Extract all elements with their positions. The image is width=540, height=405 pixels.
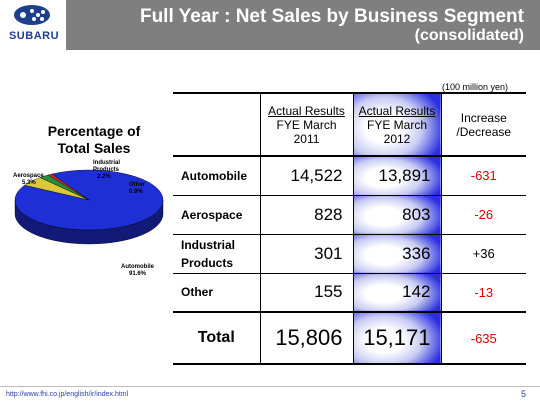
pie-label-other-value: 0.9% [129, 189, 143, 195]
cell-change: -13 [440, 273, 526, 313]
header-change-line1: Increase [460, 110, 507, 125]
pie-label-industrial-value: 2.2% [97, 174, 111, 180]
subaru-logo: SUBARU [0, 0, 66, 50]
row-label-line2: Products [181, 255, 234, 270]
cell-change: +36 [440, 234, 526, 274]
pie-label-industrial: Industrial Products 2.2% [93, 160, 120, 181]
sales-table: Actual Results FYE March 2011 Actual Res… [173, 92, 526, 365]
page-number: 5 [520, 389, 526, 399]
table-header-row: Actual Results FYE March 2011 Actual Res… [173, 92, 526, 157]
header-fy2012-line3: 2012 [383, 131, 411, 146]
table-row: Aerospace 828 803 -26 [173, 195, 526, 235]
table-row: Automobile 14,522 13,891 -631 [173, 156, 526, 196]
cell-fy2012: 142 [352, 273, 441, 313]
total-row: Total 15,806 15,171 -635 [173, 311, 526, 365]
header-empty-cell [173, 92, 260, 157]
cell-fy2011: 301 [259, 234, 353, 274]
footer-divider [0, 386, 540, 387]
header-fy2012: Actual Results FYE March 2012 [352, 92, 441, 157]
row-label: Other [173, 273, 260, 313]
slide-subtitle: (consolidated) [414, 27, 524, 44]
header-fy2011-line2: FYE March [276, 117, 337, 132]
total-fy2012: 15,171 [352, 311, 441, 365]
cell-fy2012: 336 [352, 234, 441, 274]
header-change-line2: /Decrease [456, 124, 512, 139]
cell-change: -631 [440, 156, 526, 196]
pie-label-aerospace-name: Aerospace [13, 173, 44, 179]
logo-wordmark: SUBARU [8, 30, 60, 42]
pie-label-aerospace-value: 5.3% [22, 180, 36, 186]
pie-label-automobile-value: 91.6% [129, 271, 147, 277]
total-fy2011: 15,806 [259, 311, 353, 365]
header-fy2011-line3: 2011 [293, 131, 320, 146]
row-label: Industrial Products [173, 234, 260, 274]
total-change: -635 [440, 311, 526, 365]
slide-header: SUBARU Full Year : Net Sales by Business… [0, 0, 540, 50]
header-fy2012-line2: FYE March [366, 117, 427, 132]
pie-chart-title: Percentage of Total Sales [30, 123, 158, 157]
pie-title-line2: Total Sales [57, 140, 131, 156]
cell-fy2012: 803 [352, 195, 441, 235]
slide-title: Full Year : Net Sales by Business Segmen… [139, 6, 524, 27]
pie-slice-automobile [14, 169, 164, 231]
pie-label-automobile-name: Automobile [121, 264, 154, 270]
pie-label-other: Other 0.9% [129, 182, 145, 196]
pie-label-other-name: Other [129, 182, 146, 188]
cell-fy2012: 13,891 [352, 156, 441, 196]
pleiades-emblem-icon [14, 5, 50, 25]
header-fy2011: Actual Results FYE March 2011 [259, 92, 353, 157]
pie-label-aerospace: Aerospace 5.3% [13, 173, 44, 187]
total-label: Total [173, 311, 260, 365]
header-fy2012-line1: Actual Results [358, 103, 436, 118]
cell-fy2011: 828 [259, 195, 353, 235]
unit-note: (100 million yen) [441, 82, 508, 92]
table-row: Other 155 142 -13 [173, 273, 526, 313]
header-change: Increase /Decrease [440, 92, 526, 157]
pie-label-industrial-name2: Products [93, 167, 120, 173]
pie-label-automobile: Automobile 91.6% [121, 264, 154, 278]
pie-title-line1: Percentage of [47, 123, 141, 139]
row-label: Aerospace [173, 195, 260, 235]
header-fy2011-line1: Actual Results [268, 103, 345, 118]
cell-fy2011: 14,522 [259, 156, 353, 196]
pie-label-industrial-name: Industrial [93, 160, 121, 166]
table-row: Industrial Products 301 336 +36 [173, 234, 526, 274]
footer-url-link[interactable]: http://www.fhi.co.jp/english/ir/index.ht… [6, 391, 129, 398]
pie-slice-other [47, 173, 90, 201]
cell-fy2011: 155 [259, 273, 353, 313]
row-label: Automobile [173, 156, 260, 196]
cell-change: -26 [440, 195, 526, 235]
row-label-line1: Industrial [181, 237, 236, 252]
pie-chart [14, 169, 164, 245]
